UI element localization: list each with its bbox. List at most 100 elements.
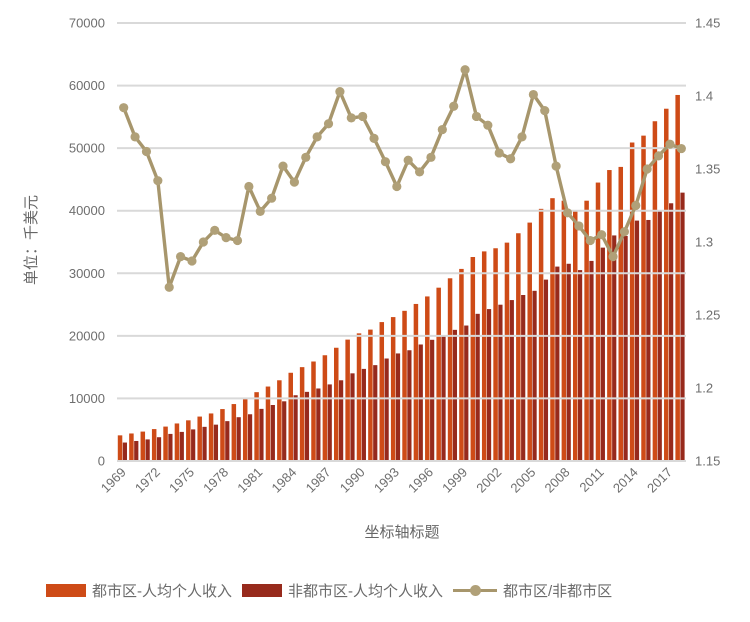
nonmetro-bar-label: 非都市区-人均个人收入	[288, 583, 443, 600]
ratio-line-marker	[574, 221, 584, 231]
metro-bar	[641, 135, 646, 461]
ratio-line-marker	[221, 233, 231, 243]
legend-item-metro-bar: 都市区-人均个人收入	[46, 580, 232, 601]
metro-bar	[277, 380, 282, 461]
ratio-line-marker	[323, 119, 334, 129]
x-axis-tick-labels: 1969 1972 1975 1978 1981 1984 1987 1990 1993 1996…	[98, 465, 675, 496]
x-axis-tick: 1972	[132, 465, 163, 496]
ratio-line-marker	[289, 177, 299, 187]
left-axis-tick: 0	[98, 454, 105, 469]
metro-bar	[390, 317, 396, 461]
ratio-line-marker	[392, 181, 402, 192]
left-axis-tick: 50000	[69, 141, 105, 156]
metro-bar	[561, 200, 567, 461]
ratio-line-marker	[460, 65, 470, 75]
legend-item-nonmetro-bar: 非都市区-人均个人收入	[242, 580, 443, 601]
ratio-line-swatch	[453, 584, 497, 597]
nonmetro-bar	[430, 339, 435, 461]
x-axis-tick: 1990	[337, 465, 368, 496]
ratio-line-marker	[471, 111, 482, 122]
ratio-line-marker	[585, 235, 595, 246]
nonmetro-bar	[555, 266, 560, 461]
left-axis-tick: 60000	[69, 78, 105, 93]
metro-bar	[607, 170, 612, 462]
x-axis-tick: 2017	[644, 465, 675, 496]
nonmetro-bar	[600, 247, 605, 461]
metro-bar	[481, 251, 487, 461]
ratio-line-marker	[255, 206, 265, 216]
nonmetro-bar	[532, 290, 537, 461]
ratio-line-marker	[562, 208, 573, 218]
nonmetro-bar	[486, 309, 492, 461]
nonmetro-bar	[623, 235, 628, 461]
nonmetro-bar	[634, 220, 640, 461]
ratio-line-marker	[676, 143, 686, 154]
ratio-line-marker	[483, 120, 493, 130]
metro-bar	[675, 94, 680, 462]
metro-bar	[163, 426, 168, 461]
metro-bar	[379, 322, 385, 461]
ratio-line-marker	[232, 235, 243, 246]
metro-bar	[368, 329, 373, 461]
metro-bar	[208, 413, 214, 461]
nonmetro-bar	[452, 329, 458, 461]
metro-bar	[197, 416, 202, 461]
nonmetro-bar	[509, 300, 514, 461]
metro-bar	[322, 355, 328, 461]
left-axis-tick: 40000	[69, 203, 105, 218]
ratio-line-marker	[369, 133, 379, 143]
x-axis-tick: 1999	[439, 465, 470, 496]
ratio-line-marker	[449, 101, 459, 111]
metro-bar	[231, 404, 237, 461]
ratio-line-swatch-dot	[470, 585, 481, 596]
ratio-line-marker	[403, 155, 413, 165]
nonmetro-bar	[225, 421, 230, 461]
nonmetro-bar	[589, 260, 594, 461]
ratio-line-marker	[198, 237, 208, 247]
ratio-line-marker	[528, 89, 538, 100]
nonmetro-bar	[191, 429, 196, 461]
chart-legend: 都市区-人均个人收入 非都市区-人均个人收入 都市区/非都市区	[46, 580, 612, 601]
nonmetro-bar	[543, 279, 549, 461]
x-axis-tick: 1969	[98, 465, 129, 496]
metro-bar	[299, 367, 305, 461]
metro-bar	[242, 398, 248, 461]
metro-bar	[664, 108, 669, 461]
nonmetro-bar	[270, 405, 275, 461]
nonmetro-bar-swatch	[242, 584, 282, 597]
metro-bar	[652, 121, 658, 462]
metro-bar	[436, 287, 441, 461]
nonmetro-bar	[407, 350, 412, 461]
metro-bar	[151, 429, 157, 461]
nonmetro-bar	[168, 433, 173, 461]
x-axis-tick: 1987	[303, 465, 334, 496]
right-axis-tick: 1.2	[695, 381, 713, 396]
metro-bar	[493, 248, 498, 461]
x-axis-title: 坐标轴标题	[364, 524, 439, 541]
right-axis-tick: 1.25	[695, 308, 720, 323]
nonmetro-bar	[122, 442, 127, 461]
nonmetro-bar	[418, 344, 423, 461]
metro-bar-label: 都市区-人均个人收入	[92, 583, 232, 600]
x-axis-tick: 1975	[166, 465, 197, 496]
nonmetro-bar	[646, 219, 651, 461]
metro-bar	[311, 361, 316, 461]
metro-bar	[186, 420, 191, 461]
nonmetro-bar	[282, 401, 287, 461]
ratio-line-marker	[210, 225, 220, 235]
nonmetro-bar	[669, 203, 674, 461]
nonmetro-bar	[145, 439, 150, 461]
left-axis-tick: 30000	[69, 266, 105, 281]
metro-bar	[356, 333, 362, 461]
x-axis-tick: 1984	[268, 465, 299, 496]
nonmetro-bar	[680, 192, 685, 461]
right-axis-tick: 1.45	[695, 16, 720, 31]
nonmetro-bar	[475, 313, 480, 461]
metro-bar	[140, 431, 146, 461]
nonmetro-bar	[213, 424, 219, 461]
ratio-line-series	[119, 65, 686, 292]
ratio-line-marker	[494, 148, 504, 158]
metro-bar	[527, 222, 532, 461]
